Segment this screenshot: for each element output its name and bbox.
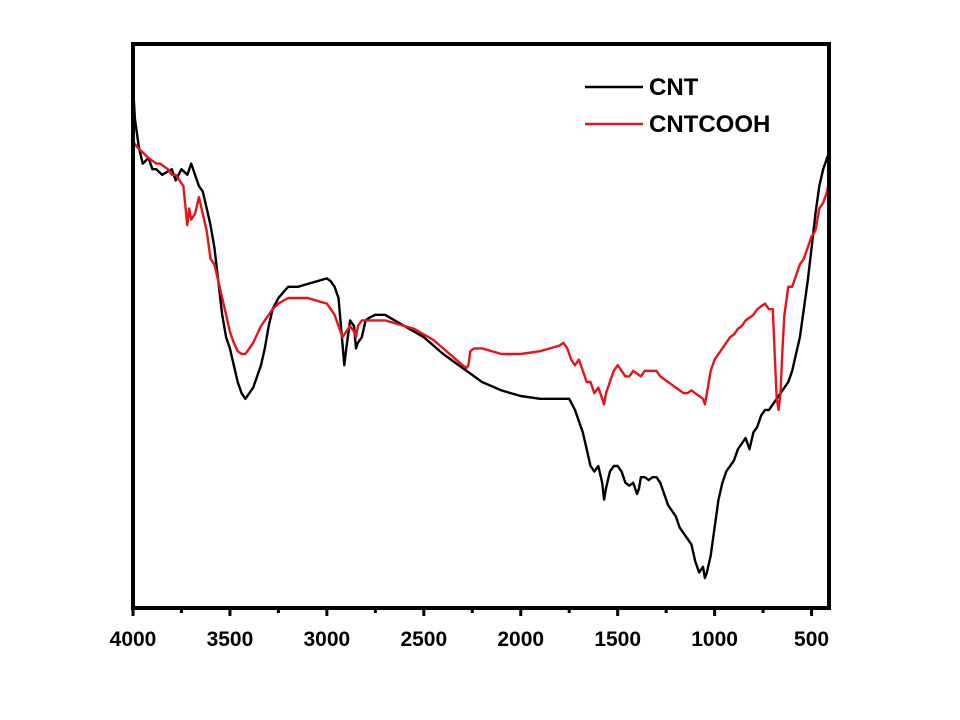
x-tick-label: 3500 <box>207 628 254 651</box>
legend-label-cntcooh: CNTCOOH <box>649 111 770 138</box>
x-axis: 4000 3500 3000 2500 2000 1500 1000 500 <box>110 608 829 651</box>
legend: CNT CNTCOOH <box>585 74 770 138</box>
legend-label-cnt: CNT <box>649 74 699 101</box>
series-line-cnt <box>131 85 831 580</box>
x-tick-label: 3000 <box>304 628 351 651</box>
x-tick-label: 2500 <box>400 628 447 651</box>
x-tick-label: 2000 <box>497 628 544 651</box>
x-tick-label: 500 <box>794 628 829 651</box>
x-tick-label: 1000 <box>691 628 738 651</box>
plot-frame <box>131 42 831 610</box>
x-tick-label: 4000 <box>110 628 157 651</box>
series-line-cntcooh <box>132 140 831 412</box>
plot-lines <box>131 85 831 580</box>
x-tick-label: 1500 <box>594 628 641 651</box>
